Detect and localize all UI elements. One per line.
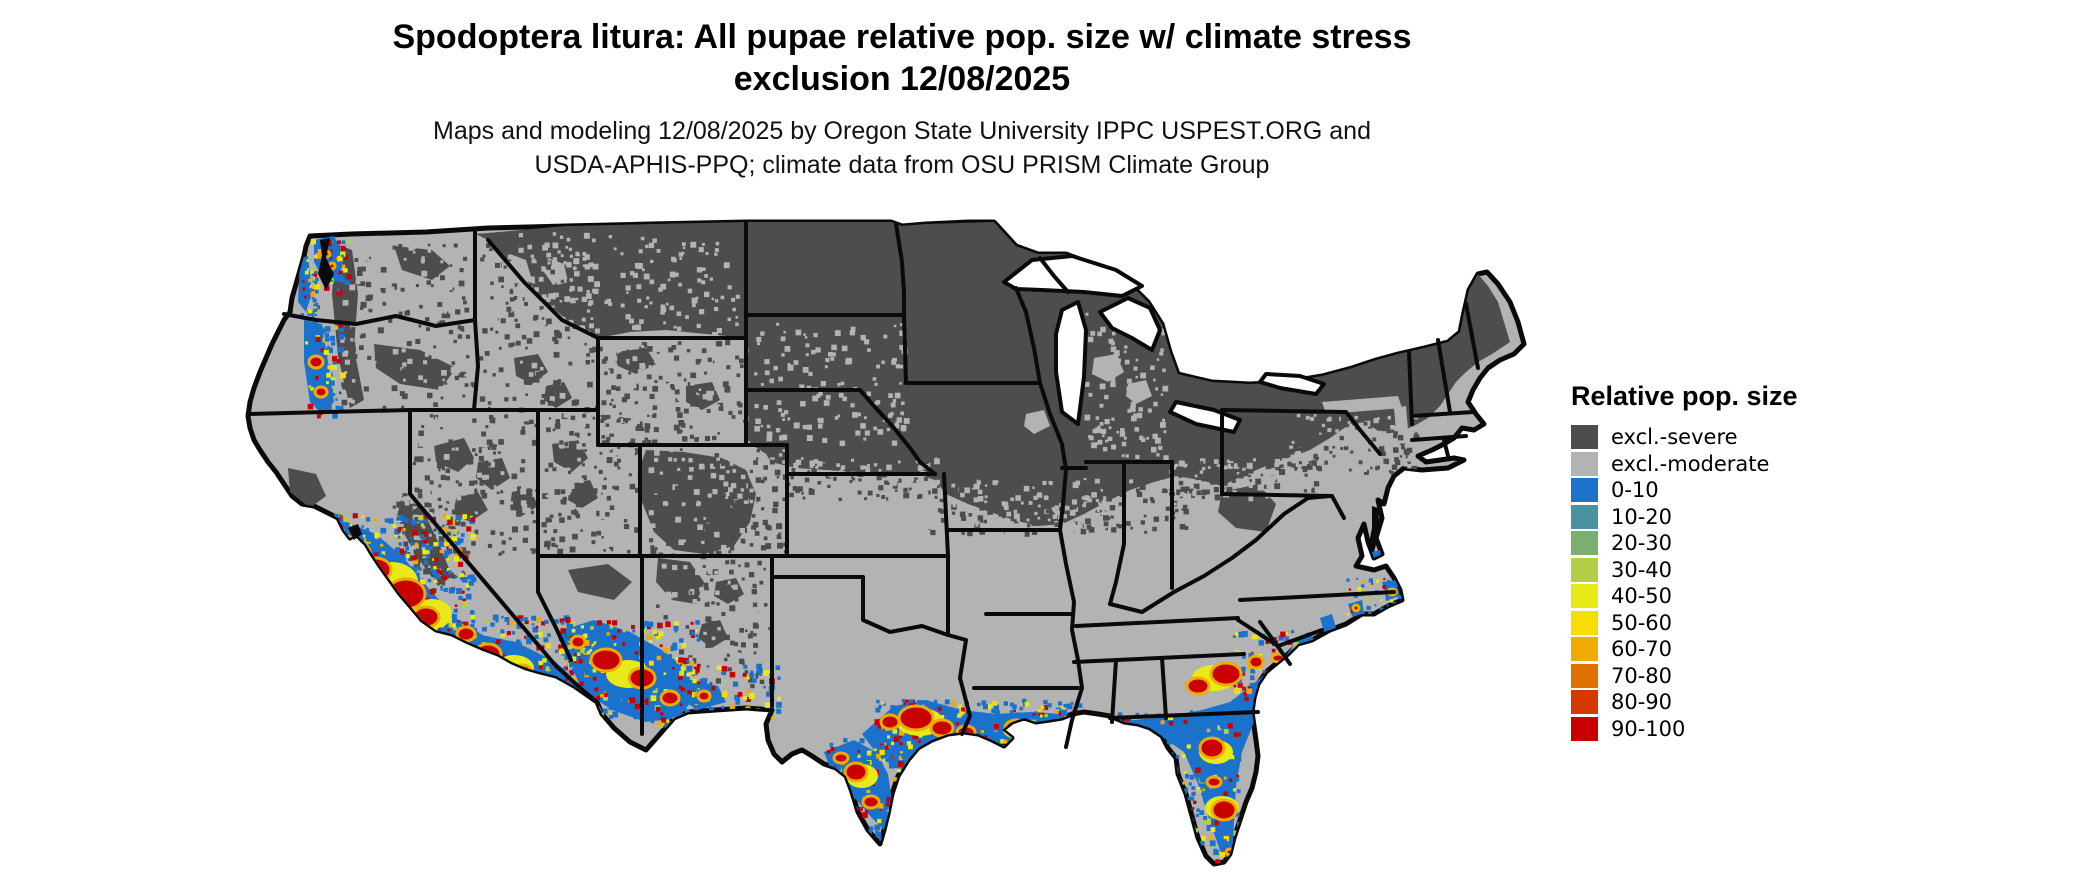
great-lakes: [1002, 254, 1326, 434]
lake-ontario: [1258, 372, 1326, 396]
legend-swatch: [1571, 531, 1598, 556]
legend-swatch: [1571, 610, 1598, 635]
map-subtitle-line1: Maps and modeling 12/08/2025 by Oregon S…: [433, 117, 1371, 145]
map-title-line2: exclusion 12/08/2025: [733, 60, 1071, 98]
map-subtitle-line2: USDA-APHIS-PPQ; climate data from OSU PR…: [534, 151, 1270, 179]
legend-swatch: [1571, 557, 1598, 582]
legend-label: 10-20: [1611, 504, 1673, 529]
legend-swatch: [1571, 637, 1598, 662]
legend-swatch: [1571, 584, 1598, 609]
san-francisco-bay: [348, 524, 362, 540]
legend-swatch: [1571, 451, 1598, 476]
legend-label: 20-30: [1611, 531, 1673, 556]
legend-swatch: [1571, 663, 1598, 688]
legend-item: 90-100: [1571, 716, 1798, 743]
legend-swatch: [1571, 425, 1598, 450]
legend-item: 20-30: [1571, 530, 1798, 557]
legend: Relative pop. size excl.-severe excl.-mod…: [1571, 381, 1798, 742]
coastal-water-details: [318, 238, 1380, 552]
legend-title: Relative pop. size: [1571, 381, 1798, 411]
gray-speckle-texture: [338, 232, 1420, 689]
legend-item: 30-40: [1571, 557, 1798, 584]
legend-items: excl.-severe excl.-moderate 0-10 10-20 20-30…: [1571, 424, 1798, 742]
legend-item: 50-60: [1571, 610, 1798, 637]
lake-superior: [1002, 254, 1144, 298]
lake-huron: [1098, 296, 1162, 352]
legend-item: excl.-severe: [1571, 424, 1798, 451]
legend-item: 40-50: [1571, 583, 1798, 610]
subtitle-block: Maps and modeling 12/08/2025 by Oregon S…: [252, 114, 1552, 182]
legend-label: 50-60: [1611, 610, 1673, 635]
legend-swatch: [1571, 690, 1598, 715]
legend-label: 0-10: [1611, 478, 1659, 503]
us-map-svg: [245, 219, 1527, 867]
legend-item: 60-70: [1571, 636, 1798, 663]
state-borders: [246, 220, 1480, 749]
chesapeake-bay: [1368, 506, 1380, 552]
puget-sound: [318, 238, 334, 290]
legend-label: 30-40: [1611, 557, 1673, 582]
legend-label: excl.-moderate: [1611, 451, 1770, 476]
legend-label: 70-80: [1611, 663, 1673, 688]
legend-item: 0-10: [1571, 477, 1798, 504]
lake-michigan: [1054, 300, 1088, 426]
legend-item: excl.-moderate: [1571, 451, 1798, 478]
legend-label: 40-50: [1611, 584, 1673, 609]
legend-label: 90-100: [1611, 716, 1686, 741]
title-block: Spodoptera litura: All pupae relative po…: [252, 16, 1552, 182]
legend-label: 80-90: [1611, 690, 1673, 715]
legend-label: excl.-severe: [1611, 425, 1738, 450]
legend-item: 10-20: [1571, 504, 1798, 531]
map-title-line1: Spodoptera litura: All pupae relative po…: [392, 18, 1412, 56]
legend-item: 80-90: [1571, 689, 1798, 716]
legend-swatch: [1571, 716, 1598, 741]
us-map: [226, 162, 1536, 892]
legend-label: 60-70: [1611, 637, 1673, 662]
legend-swatch: [1571, 478, 1598, 503]
legend-item: 70-80: [1571, 663, 1798, 690]
legend-swatch: [1571, 504, 1598, 529]
